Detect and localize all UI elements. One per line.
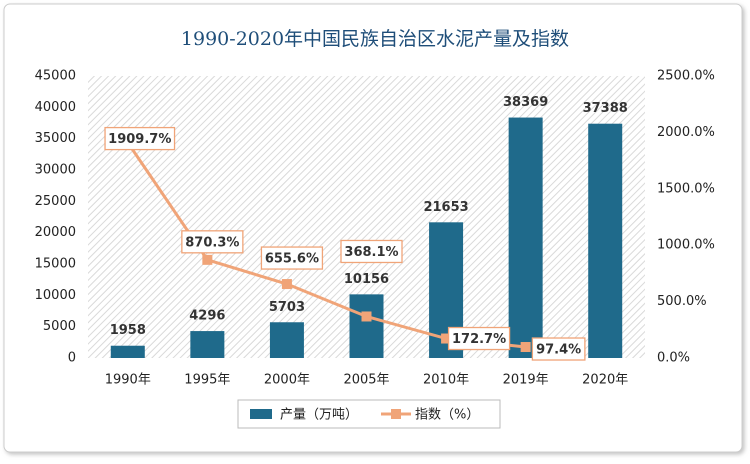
y-tick-label: 20000 (35, 225, 76, 240)
value-label-box (531, 337, 586, 361)
value-label: 38369 (503, 95, 548, 110)
value-label-box (104, 126, 176, 151)
y2-tick-label: 2000.0% (657, 125, 715, 140)
y-tick-label: 45000 (35, 69, 76, 84)
value-label-box (260, 246, 324, 270)
y-tick-label: 40000 (35, 100, 76, 115)
y2-tick-label: 0.0% (657, 351, 690, 366)
x-tick-label: 2000年 (264, 373, 310, 388)
x-tick-label: 2005年 (343, 373, 389, 388)
value-label: 1909.7% (108, 132, 171, 147)
value-label-box (340, 239, 403, 264)
marker (441, 333, 452, 344)
value-label: 1958 (110, 323, 146, 338)
value-label: 172.7% (452, 332, 506, 347)
y2-tick-label: 2500.0% (657, 69, 715, 84)
value-label: 368.1% (344, 245, 398, 260)
y-tick-label: 5000 (43, 319, 76, 334)
marker (361, 311, 372, 322)
y-tick-label: 0 (68, 351, 76, 366)
value-label: 37388 (583, 101, 628, 116)
y-tick-label: 10000 (35, 288, 76, 303)
legend-label: 指数（%） (415, 408, 479, 423)
y2-tick-label: 1500.0% (657, 181, 715, 196)
x-tick-label: 2020年 (582, 373, 628, 388)
marker (281, 279, 292, 290)
value-label: 21653 (423, 200, 468, 215)
value-label: 4296 (189, 309, 225, 324)
bar (508, 117, 543, 359)
legend (237, 399, 501, 429)
bar (190, 331, 225, 358)
value-label-box (181, 230, 244, 254)
y-tick-label: 25000 (35, 194, 76, 209)
y2-tick-label: 500.0% (657, 294, 707, 309)
x-tick-label: 2010年 (423, 373, 469, 388)
legend-swatch (250, 409, 272, 419)
value-label-box (447, 326, 511, 351)
y-tick-label: 35000 (35, 131, 76, 146)
marker (520, 342, 531, 353)
legend-label: 产量（万吨） (280, 408, 358, 423)
y-tick-label: 15000 (35, 257, 76, 272)
marker (202, 254, 213, 265)
y-tick-label: 30000 (35, 163, 76, 178)
bar (269, 322, 304, 358)
value-label: 5703 (269, 300, 305, 315)
y2-tick-label: 1000.0% (657, 238, 715, 253)
legend-swatch (391, 409, 401, 419)
value-label: 97.4% (536, 343, 581, 358)
bar (349, 294, 384, 358)
value-label: 655.6% (265, 252, 319, 267)
x-tick-label: 1995年 (184, 373, 230, 388)
bar (588, 123, 623, 358)
bar (110, 345, 145, 358)
value-label: 870.3% (185, 235, 239, 250)
x-tick-label: 1990年 (105, 373, 151, 388)
value-label: 10156 (344, 272, 389, 287)
x-tick-label: 2019年 (503, 373, 549, 388)
chart-title: 1990-2020年中国民族自治区水泥产量及指数 (181, 28, 569, 50)
legend-box (237, 399, 501, 429)
